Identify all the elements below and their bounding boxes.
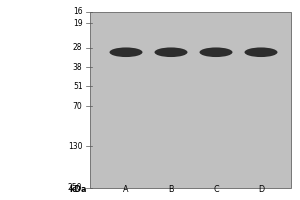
Text: 130: 130: [68, 142, 83, 151]
Ellipse shape: [244, 47, 278, 57]
Text: B: B: [168, 185, 174, 194]
Text: 19: 19: [73, 19, 82, 28]
Ellipse shape: [110, 47, 142, 57]
Text: 51: 51: [73, 82, 82, 91]
Text: 28: 28: [73, 43, 82, 52]
Text: 70: 70: [73, 102, 82, 111]
Text: D: D: [258, 185, 264, 194]
Text: A: A: [123, 185, 129, 194]
Text: 16: 16: [73, 7, 82, 17]
Text: C: C: [213, 185, 219, 194]
Ellipse shape: [154, 47, 188, 57]
Text: 250: 250: [68, 184, 83, 192]
Text: kDa: kDa: [70, 185, 87, 194]
Text: 38: 38: [73, 63, 82, 72]
Ellipse shape: [200, 47, 232, 57]
Bar: [90, 12, 291, 188]
